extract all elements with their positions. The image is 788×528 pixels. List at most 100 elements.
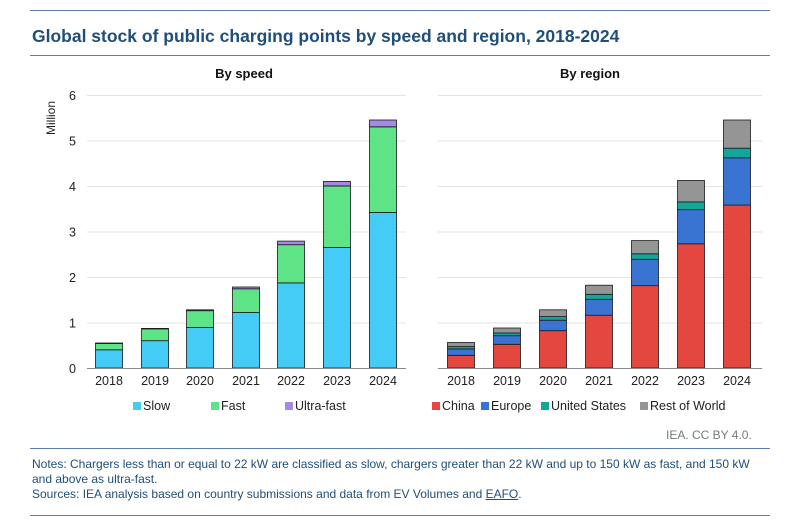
bar-ultra-fast-2021 [232, 286, 260, 290]
legend-swatch-united-states [541, 402, 549, 410]
y-tick-label: 2 [69, 271, 76, 285]
sources-prefix: Sources: IEA analysis based on country s… [32, 487, 486, 501]
x-tick-label: 2023 [677, 374, 705, 388]
bar-ultra-fast-2019 [141, 327, 169, 330]
x-tick-label: 2023 [323, 374, 351, 388]
y-tick-label: 6 [69, 89, 76, 103]
y-tick-label: 4 [69, 180, 76, 194]
legend-swatch-fast [211, 402, 219, 410]
legend-swatch-slow [133, 402, 141, 410]
charts-svg: By speed Million 0 1 2 3 4 5 6 2018 2019… [44, 66, 762, 413]
bar-china-2021 [585, 314, 613, 369]
bar-europe-2022 [631, 258, 659, 287]
bar-fast-2024 [369, 126, 397, 213]
bar-rest-of-world-2024 [723, 119, 751, 149]
bar-rest-of-world-2023 [677, 180, 705, 203]
bar-fast-2021 [232, 288, 260, 313]
chart-title-by-region: By region [560, 66, 620, 81]
bar-europe-2024 [723, 157, 751, 206]
bar-ultra-fast-2020 [186, 309, 214, 312]
legend-label-ultra-fast: Ultra-fast [295, 399, 346, 413]
bar-europe-2023 [677, 209, 705, 245]
bar-rest-of-world-2021 [585, 284, 613, 295]
bar-china-2023 [677, 243, 705, 369]
x-tick-label: 2022 [277, 374, 305, 388]
y-ticks-left: 0 1 2 3 4 5 6 [69, 89, 76, 376]
legend-label-europe: Europe [491, 399, 531, 413]
bar-fast-2020 [186, 310, 214, 328]
bar-fast-2022 [277, 244, 305, 284]
bar-slow-2020 [186, 327, 214, 369]
chart-by-speed: By speed Million 0 1 2 3 4 5 6 2018 2019… [44, 66, 406, 413]
legend-label-china: China [442, 399, 475, 413]
legend-swatch-ultra-fast [285, 402, 293, 410]
legend-label-united-states: United States [551, 399, 626, 413]
bar-ultra-fast-2018 [95, 342, 123, 344]
x-tick-label: 2018 [447, 374, 475, 388]
bottom-rule [30, 515, 770, 516]
bar-slow-2022 [277, 282, 305, 369]
bar-china-2022 [631, 285, 659, 369]
bar-slow-2018 [95, 349, 123, 369]
bar-ultra-fast-2024 [369, 119, 397, 128]
sources-text: Sources: IEA analysis based on country s… [32, 487, 522, 502]
bar-rest-of-world-2019 [493, 327, 521, 334]
page-title: Global stock of public charging points b… [32, 26, 620, 46]
legend-label-rest-of-world: Rest of World [650, 399, 726, 413]
notes-text: Notes: Chargers less than or equal to 22… [32, 457, 750, 486]
bar-fast-2018 [95, 342, 123, 351]
x-tick-label: 2024 [369, 374, 397, 388]
bar-ultra-fast-2022 [277, 240, 305, 246]
y-tick-label: 5 [69, 135, 76, 149]
bar-rest-of-world-2022 [631, 240, 659, 255]
eafo-link[interactable]: EAFO [485, 487, 519, 501]
title-rule [30, 55, 770, 56]
bar-slow-2021 [232, 312, 260, 369]
x-ticks-right: 2018 2019 2020 2021 2022 2023 2024 [447, 374, 751, 388]
notes-rule [30, 448, 770, 449]
bar-slow-2024 [369, 211, 397, 369]
bar-united-states-2020 [539, 316, 567, 321]
bar-europe-2020 [539, 319, 567, 332]
bar-china-2018 [447, 354, 475, 369]
legend-label-fast: Fast [221, 399, 246, 413]
bar-united-states-2023 [677, 201, 705, 210]
bars-by-region [447, 119, 751, 369]
x-tick-label: 2021 [232, 374, 260, 388]
legend-label-slow: Slow [143, 399, 171, 413]
x-tick-label: 2018 [95, 374, 123, 388]
x-tick-label: 2020 [186, 374, 214, 388]
bar-rest-of-world-2020 [539, 309, 567, 317]
bar-europe-2021 [585, 298, 613, 316]
bar-slow-2019 [141, 340, 169, 369]
bar-fast-2023 [323, 185, 351, 248]
x-tick-label: 2022 [631, 374, 659, 388]
y-tick-label: 1 [69, 317, 76, 331]
bar-ultra-fast-2023 [323, 180, 351, 187]
credit-label: IEA. CC BY 4.0. [666, 428, 752, 442]
bar-europe-2019 [493, 335, 521, 345]
x-tick-label: 2019 [493, 374, 521, 388]
x-tick-label: 2020 [539, 374, 567, 388]
top-rule [30, 10, 770, 11]
bar-china-2020 [539, 330, 567, 369]
bar-china-2024 [723, 204, 751, 369]
chart-by-region: By region 2018 2019 2020 2021 2022 2023 … [432, 66, 762, 413]
x-tick-label: 2019 [141, 374, 169, 388]
x-ticks-left: 2018 2019 2020 2021 2022 2023 2024 [95, 374, 397, 388]
y-gridlines-left [87, 95, 406, 324]
bar-china-2019 [493, 343, 521, 369]
bar-fast-2019 [141, 328, 169, 342]
bar-europe-2018 [447, 348, 475, 356]
legend-by-region: China Europe United States Rest of World [432, 399, 726, 413]
bars-by-speed [95, 119, 397, 369]
y-tick-label: 3 [69, 226, 76, 240]
x-tick-label: 2024 [723, 374, 751, 388]
legend-swatch-europe [481, 402, 489, 410]
legend-swatch-rest-of-world [640, 402, 648, 410]
bar-slow-2023 [323, 246, 351, 369]
y-tick-label: 0 [69, 362, 76, 376]
y-axis-label: Million [44, 101, 58, 135]
bar-united-states-2024 [723, 147, 751, 159]
bar-rest-of-world-2018 [447, 342, 475, 347]
